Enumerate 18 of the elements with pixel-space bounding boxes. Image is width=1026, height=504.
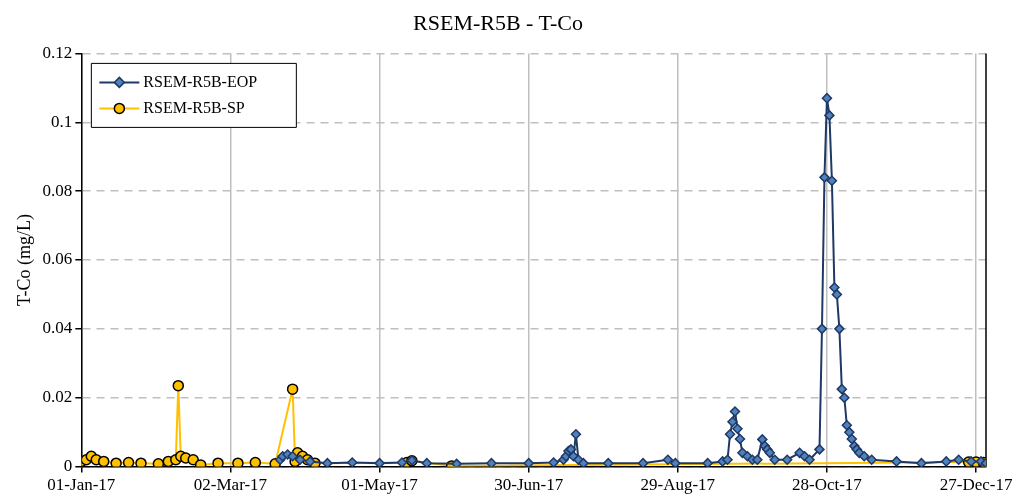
x-tick-label: 28-Oct-17	[792, 475, 863, 495]
y-tick-label: 0.08	[42, 180, 73, 200]
y-axis-title: T-Co (mg/L)	[13, 214, 35, 306]
x-tick-label: 01-May-17	[341, 475, 419, 495]
y-tick-label: 0.12	[42, 42, 73, 62]
chart-title: RSEM-R5B - T-Co	[413, 9, 583, 35]
y-tick-label: 0.02	[42, 387, 73, 407]
x-tick-label: 29-Aug-17	[640, 475, 716, 495]
legend-label: RSEM-R5B-EOP	[143, 72, 258, 90]
x-tick-label: 30-Jun-17	[494, 475, 564, 495]
y-tick-label: 0.1	[51, 111, 73, 131]
x-tick-label: 02-Mar-17	[193, 475, 268, 495]
legend-label: RSEM-R5B-SP	[143, 98, 245, 116]
x-tick-label: 27-Dec-17	[939, 475, 1013, 495]
y-tick-label: 0.06	[42, 249, 73, 269]
x-tick-label: 01-Jan-17	[47, 475, 116, 495]
y-tick-label: 0.04	[42, 318, 73, 338]
y-tick-label: 0	[63, 456, 73, 476]
